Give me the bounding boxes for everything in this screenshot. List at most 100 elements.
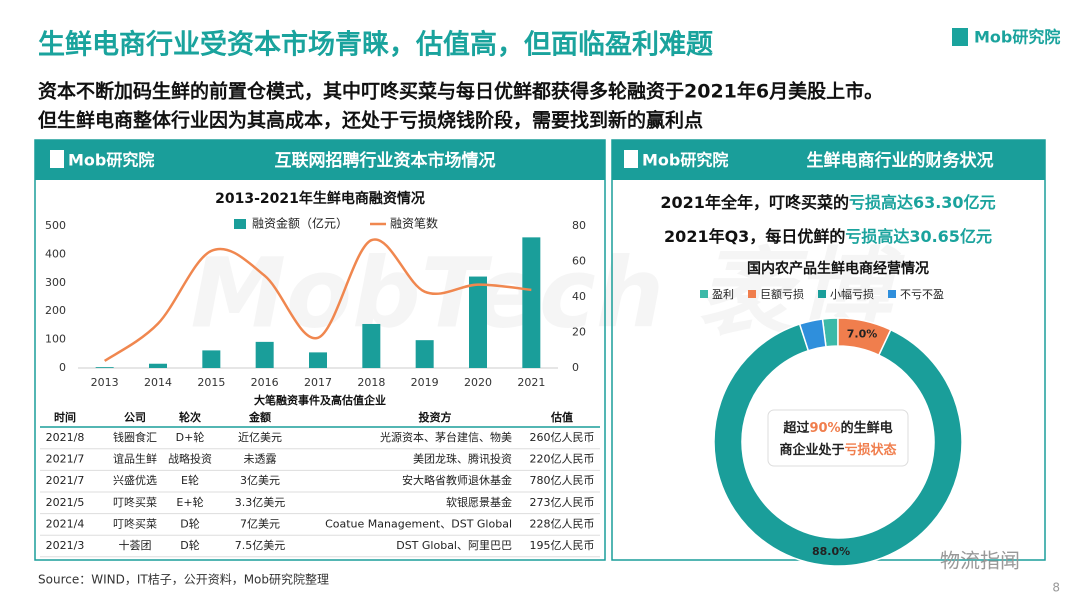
table-cell: 安大略省教师退休基金 <box>402 473 512 487</box>
x-tick-label: 2020 <box>464 376 492 389</box>
table-cell: 3亿美元 <box>240 474 280 487</box>
table-cell: 260亿人民币 <box>530 431 595 444</box>
table-cell: 光源资本、茅台建信、物美 <box>380 430 512 444</box>
logo-icon <box>624 150 638 168</box>
center-text-part: 90% <box>809 421 840 436</box>
text: 2021年全年，叮咚买菜的 <box>660 193 849 212</box>
table-cell: 战略投资 <box>168 452 212 466</box>
table-cell: 195亿人民币 <box>530 539 595 552</box>
table-cell: 780亿人民币 <box>530 474 595 487</box>
legend-swatch <box>748 290 756 298</box>
legend-swatch <box>888 290 896 298</box>
bar <box>362 323 381 368</box>
y2-tick-label: 80 <box>572 219 586 232</box>
table-cell: 钱圈食汇 <box>113 430 157 444</box>
logo: Mob研究院 <box>642 151 728 170</box>
table-cell: D轮 <box>180 516 199 530</box>
table-cell: 2021/7 <box>46 453 85 466</box>
center-text-part: 超过 <box>783 420 809 436</box>
subtitle: 资本不断加码生鲜的前置仓模式，其中叮咚买菜与每日优鲜都获得多轮融资于2021年6… <box>38 80 883 103</box>
highlight-line: 2021年Q3，每日优鲜的亏损高达30.65亿元 <box>664 227 992 246</box>
table-cell: Coatue Management、DST Global <box>325 517 512 530</box>
y2-tick-label: 20 <box>572 326 586 339</box>
data-label: 7.0% <box>847 328 878 341</box>
legend-label: 不亏不盈 <box>900 288 944 301</box>
wechat-mark: 物流指闻 <box>940 549 1020 573</box>
y2-tick-label: 60 <box>572 255 586 268</box>
table-cell: D+轮 <box>176 430 205 444</box>
x-tick-label: 2021 <box>517 376 545 389</box>
table-cell: 3.3亿美元 <box>235 496 286 509</box>
logo: Mob研究院 <box>68 151 154 170</box>
table-cell: 2021/4 <box>46 517 85 530</box>
y-tick-label: 300 <box>45 276 66 289</box>
bar <box>469 276 487 368</box>
table-cell: 220亿人民币 <box>530 453 595 466</box>
legend-swatch <box>234 219 246 229</box>
subtitle: 但生鲜电商整体行业因为其高成本，还处于亏损烧钱阶段，需要找到新的赢利点 <box>38 109 703 132</box>
data-label: 88.0% <box>812 545 850 558</box>
table-title: 大笔融资事件及高估值企业 <box>254 393 386 407</box>
center-text: 商企业处于亏损状态 <box>779 442 896 458</box>
table-cell: DST Global、阿里巴巴 <box>396 539 512 552</box>
chart-title: 国内农产品生鲜电商经营情况 <box>747 260 929 277</box>
y-tick-label: 100 <box>45 333 66 346</box>
donut-slice <box>713 323 963 567</box>
bar <box>255 341 274 368</box>
table-cell: 273亿人民币 <box>530 496 595 509</box>
table-cell: 2021/3 <box>46 539 85 552</box>
x-tick-label: 2017 <box>304 376 332 389</box>
logo: Mob研究院 <box>974 28 1060 47</box>
x-tick-label: 2013 <box>91 376 119 389</box>
center-text-part: 商企业处于 <box>779 442 844 458</box>
center-box <box>767 409 909 467</box>
highlight-line: 2021年全年，叮咚买菜的亏损高达63.30亿元 <box>660 193 995 212</box>
table-cell: 2021/8 <box>46 431 85 444</box>
bar <box>415 340 434 368</box>
x-tick-label: 2015 <box>197 376 225 389</box>
table-cell: D轮 <box>180 538 199 552</box>
table-cell: 美团龙珠、腾讯投资 <box>413 452 512 466</box>
table-header: 公司 <box>124 411 146 424</box>
legend-swatch <box>818 290 826 298</box>
dynamic: 2013-2021年生鲜电商融资情况 0 100 200 300 400 500 0 20 40 6… <box>40 190 963 567</box>
table-cell: 谊品生鲜 <box>113 452 157 466</box>
table-cell: 近亿美元 <box>238 431 282 444</box>
center-text: 超过90%的生鲜电 <box>783 420 892 436</box>
legend-swatch <box>700 290 708 298</box>
legend-label: 融资笔数 <box>390 216 438 231</box>
table-cell: E+轮 <box>176 495 203 509</box>
legend-label: 巨额亏损 <box>760 287 804 301</box>
source: Source：WIND，IT桔子，公开资料，Mob研究院整理 <box>38 572 329 587</box>
slide-title: 生鲜电商行业受资本市场青睐，估值高，但面临盈利难题 <box>38 29 713 61</box>
table-cell: 7.5亿美元 <box>235 539 286 552</box>
bar <box>95 367 114 368</box>
x-tick-label: 2014 <box>144 376 172 389</box>
panel-title: 生鲜电商行业的财务状况 <box>807 150 994 171</box>
panel-title: 互联网招聘行业资本市场情况 <box>275 150 496 171</box>
table-cell: 2021/5 <box>46 496 85 509</box>
table-cell: 十荟团 <box>119 538 152 552</box>
line <box>103 238 532 362</box>
y-tick-label: 0 <box>59 361 66 374</box>
table-cell: 228亿人民币 <box>530 517 595 530</box>
y2-tick-label: 0 <box>572 361 579 374</box>
table-cell: 兴盛优选 <box>113 473 157 487</box>
table-header: 估值 <box>550 410 573 424</box>
bar <box>309 352 327 368</box>
table-cell: 叮咚买菜 <box>113 495 157 509</box>
bar <box>149 363 167 368</box>
table-header: 轮次 <box>179 410 201 424</box>
table-cell: 2021/7 <box>46 474 85 487</box>
table-header: 投资方 <box>419 410 452 424</box>
table-cell: 软银愿景基金 <box>446 495 512 509</box>
table-header: 金额 <box>248 410 271 424</box>
legend-label: 小幅亏损 <box>830 287 874 301</box>
highlight: 亏损高达63.30亿元 <box>849 193 996 212</box>
table-header: 时间 <box>54 410 76 424</box>
right-panel-header <box>612 140 1045 180</box>
y-tick-label: 200 <box>45 304 66 317</box>
x-tick-label: 2018 <box>357 376 385 389</box>
